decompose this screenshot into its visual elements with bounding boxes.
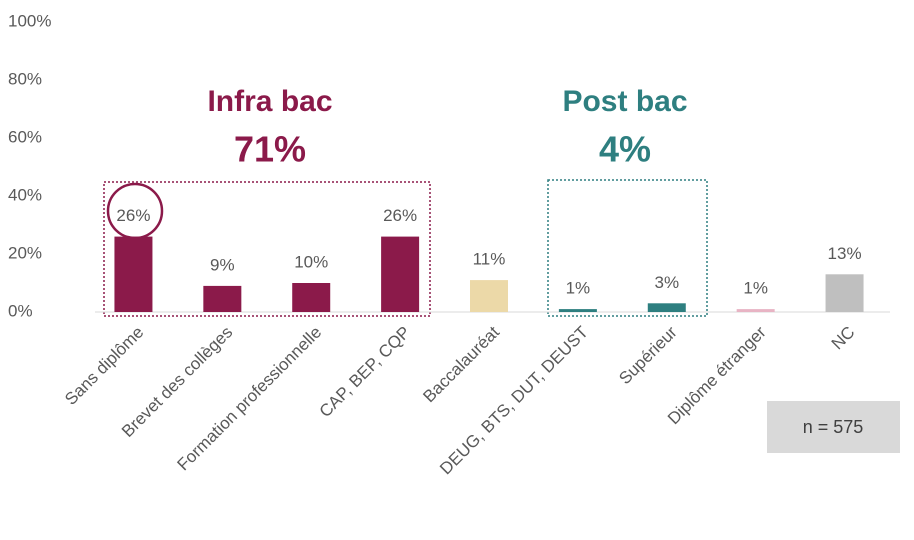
y-tick-label: 40%: [8, 185, 42, 204]
bar: [114, 236, 153, 312]
bar: [292, 283, 331, 312]
y-tick-label: 20%: [8, 243, 42, 262]
n-box: [767, 401, 900, 453]
y-tick-label: 80%: [8, 69, 42, 88]
x-tick-label: DEUG, BTS, DUT, DEUST: [436, 323, 592, 479]
value-label: 13%: [828, 244, 862, 263]
y-tick-label: 100%: [8, 11, 51, 30]
value-label: 26%: [116, 206, 150, 225]
x-tick-label: Baccalauréat: [419, 322, 503, 406]
value-label: 1%: [743, 279, 768, 298]
bar: [203, 285, 242, 312]
x-tick-label: Supérieur: [615, 322, 681, 388]
bar: [825, 274, 864, 312]
infra-box: [103, 181, 431, 317]
x-tick-label: Formation professionnelle: [173, 323, 325, 475]
annotation: Post bac: [562, 85, 687, 118]
x-tick-label: CAP, BEP, CQP: [316, 323, 415, 422]
post-box: [547, 179, 708, 317]
value-label: 1%: [566, 279, 591, 298]
annotation: 4%: [599, 129, 651, 170]
x-tick-label: NC: [828, 323, 859, 354]
value-label: 10%: [294, 252, 328, 271]
bar: [470, 280, 508, 312]
value-label: 9%: [210, 255, 235, 274]
value-label: 11%: [473, 250, 506, 269]
annotation: n = 575: [803, 417, 864, 437]
y-tick-label: 0%: [8, 301, 33, 320]
bar: [381, 236, 420, 312]
annotation: Infra bac: [207, 85, 332, 118]
y-tick-label: 60%: [8, 127, 42, 146]
x-tick-label: Diplôme étranger: [664, 322, 770, 428]
value-label: 26%: [383, 206, 417, 225]
bar: [558, 309, 597, 312]
bar: [647, 303, 686, 312]
x-tick-label: Sans diplôme: [61, 323, 147, 409]
annotation: 71%: [234, 129, 306, 170]
bar: [736, 309, 775, 312]
value-label: 3%: [654, 273, 679, 292]
